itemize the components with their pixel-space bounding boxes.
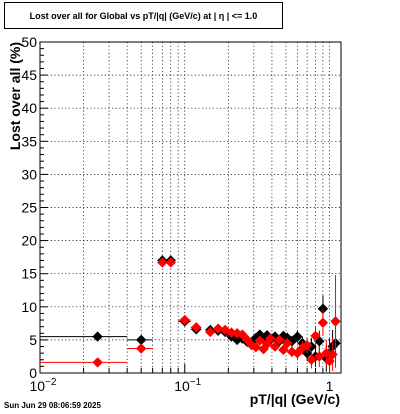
data-point (278, 344, 289, 356)
data-point (292, 331, 303, 342)
y-tick-label: 50 (21, 34, 37, 50)
data-point (157, 257, 168, 268)
axes: 0 5 10 15 20 25 30 35 40 45 50 10−2 10−1 1 (21, 34, 333, 394)
grid (40, 42, 341, 373)
data-point (265, 333, 276, 344)
y-tick-label: 5 (29, 332, 37, 348)
data-point (292, 347, 303, 359)
chart-title: Lost over all for Global vs pT/|q| (GeV/… (4, 2, 283, 29)
data-point (306, 354, 317, 365)
y-axis-label: Lost over all (%) (7, 42, 23, 150)
data-point (165, 257, 176, 268)
data-point (179, 314, 190, 326)
data-point (301, 339, 313, 351)
y-tick-label: 0 (29, 365, 37, 381)
data-point (317, 317, 329, 328)
data-point (314, 351, 325, 362)
y-tick-label: 30 (21, 166, 37, 182)
series-layer (40, 255, 341, 373)
data-point (135, 343, 147, 354)
x-tick-label: 10−2 (30, 377, 57, 394)
data-point (92, 331, 103, 342)
data-point (281, 338, 293, 349)
timestamp: Sun Jun 29 08:06:59 2025 (4, 401, 101, 410)
data-point (254, 335, 266, 346)
data-point (250, 341, 262, 353)
data-point (205, 326, 216, 338)
data-point (310, 330, 321, 342)
y-tick-label: 45 (21, 67, 37, 83)
y-tick-label: 10 (21, 299, 37, 315)
data-point (242, 334, 253, 346)
y-tick-label: 35 (21, 133, 37, 149)
data-point (330, 316, 341, 327)
x-axis-label: pT/|q| (GeV/c) (250, 391, 340, 407)
data-point (269, 341, 281, 352)
data-point (92, 357, 103, 368)
series-1 (40, 257, 341, 373)
y-tick-label: 40 (21, 100, 37, 116)
x-tick-label: 1 (326, 378, 334, 394)
y-tick-label: 25 (21, 200, 37, 216)
data-point (274, 334, 285, 346)
y-tick-label: 15 (21, 266, 37, 282)
y-tick-label: 20 (21, 233, 37, 249)
data-point (135, 334, 147, 346)
x-tick-label: 10−1 (174, 377, 201, 394)
data-point (191, 322, 202, 333)
data-point (212, 323, 224, 334)
data-point (237, 329, 248, 340)
